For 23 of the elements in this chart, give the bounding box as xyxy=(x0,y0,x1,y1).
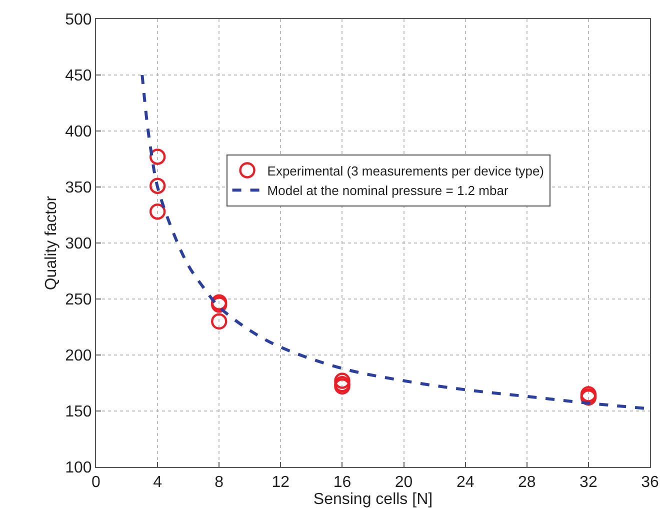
x-tick-label: 32 xyxy=(580,474,598,492)
x-tick-label: 20 xyxy=(394,474,413,492)
legend-label: Experimental (3 measurements per device type) xyxy=(267,163,544,178)
x-tick-label: 36 xyxy=(641,474,659,492)
x-tick-label: 0 xyxy=(92,474,101,492)
x-tick-label: 12 xyxy=(272,474,290,492)
y-tick-label: 250 xyxy=(65,292,92,309)
y-tick-label: 300 xyxy=(65,236,92,253)
x-tick-label: 28 xyxy=(518,474,536,492)
x-tick-label: 8 xyxy=(214,474,224,492)
x-tick-label: 4 xyxy=(153,474,162,492)
x-tick-label: 24 xyxy=(456,474,474,492)
y-tick-label: 100 xyxy=(65,460,92,477)
x-axis-title: Sensing cells [N] xyxy=(313,491,433,508)
y-axis-title: Quality factor xyxy=(42,195,60,290)
y-tick-label: 450 xyxy=(65,68,92,85)
legend-label: Model at the nominal pressure = 1.2 mbar xyxy=(267,183,509,198)
y-tick-label: 350 xyxy=(65,180,92,197)
y-tick-label: 400 xyxy=(65,124,92,141)
x-tick-label: 16 xyxy=(333,474,352,492)
y-tick-label: 150 xyxy=(65,404,92,421)
y-tick-label: 200 xyxy=(65,348,92,365)
y-tick-label: 500 xyxy=(65,12,92,29)
